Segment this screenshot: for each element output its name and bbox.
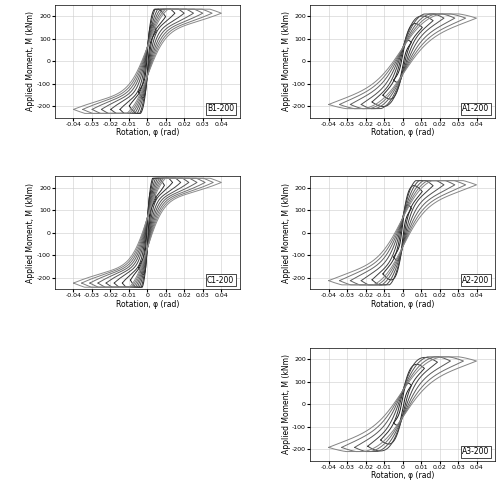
- X-axis label: Rotation, φ (rad): Rotation, φ (rad): [116, 128, 179, 137]
- Y-axis label: Applied Moment, M (kNm): Applied Moment, M (kNm): [26, 11, 36, 111]
- Y-axis label: Applied Moment, M (kNm): Applied Moment, M (kNm): [282, 354, 290, 454]
- Text: A3-200: A3-200: [462, 447, 489, 456]
- X-axis label: Rotation, φ (rad): Rotation, φ (rad): [371, 128, 434, 137]
- X-axis label: Rotation, φ (rad): Rotation, φ (rad): [116, 300, 179, 309]
- Y-axis label: Applied Moment, M (kNm): Applied Moment, M (kNm): [282, 183, 290, 283]
- Text: C1-200: C1-200: [207, 276, 234, 285]
- Text: A1-200: A1-200: [462, 104, 489, 113]
- X-axis label: Rotation, φ (rad): Rotation, φ (rad): [371, 471, 434, 480]
- Y-axis label: Applied Moment, M (kNm): Applied Moment, M (kNm): [26, 183, 36, 283]
- Text: A2-200: A2-200: [462, 276, 489, 285]
- Text: B1-200: B1-200: [207, 104, 234, 113]
- Y-axis label: Applied Moment, M (kNm): Applied Moment, M (kNm): [282, 11, 290, 111]
- X-axis label: Rotation, φ (rad): Rotation, φ (rad): [371, 300, 434, 309]
